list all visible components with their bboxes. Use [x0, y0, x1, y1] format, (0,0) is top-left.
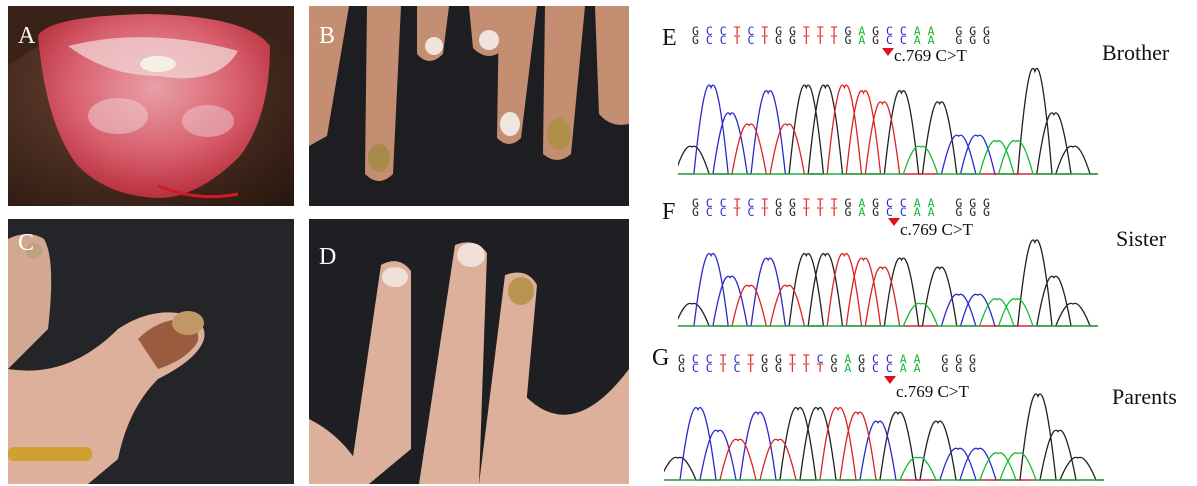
- sequence-panel-g: G G C C T C T G G T T C G A G C C A A G …: [652, 342, 1197, 486]
- trace-c: [678, 253, 1098, 327]
- trace-g: [678, 239, 1098, 327]
- trace-a: [664, 452, 1104, 481]
- panel-label-b: B: [319, 23, 336, 49]
- panel-label-g: G: [652, 345, 670, 371]
- panel-label-f: F: [662, 199, 676, 225]
- sequence-row-g2: G C C T C T G G T T T G A G C C A A G G …: [678, 361, 983, 375]
- trace-a: [678, 140, 1098, 175]
- photo-fingers: D: [309, 219, 629, 484]
- chromatogram-g: [664, 393, 1104, 481]
- chromatogram-e: [678, 67, 1098, 175]
- trace-t: [664, 407, 1104, 481]
- sequence-row-f1: G C C T C T G G T T T G A G C C A A G G …: [692, 196, 997, 210]
- sequence-row-f2: G C C T C T G G T T T G A G C C A A G G …: [692, 205, 997, 219]
- mutation-arrow-icon: [884, 376, 896, 384]
- trace-g: [664, 393, 1104, 481]
- mutation-label-e: c.769 C>T: [894, 46, 967, 65]
- panel-label-a: A: [18, 23, 36, 49]
- panel-label-d: D: [319, 244, 337, 270]
- mutation-arrow-icon: [882, 48, 894, 56]
- sequence-panel-f: F G C C T C T G G T T T G A G C C A A G …: [660, 190, 1197, 340]
- photo-fingernails: B: [309, 6, 629, 206]
- relation-label-parents: Parents: [1112, 384, 1177, 409]
- chromatogram-f: [678, 239, 1098, 327]
- trace-t: [678, 84, 1098, 175]
- sequence-row-e1: G C C T C T G G T T T G A G C C A A G G …: [692, 24, 997, 38]
- sequence-row-e2: G C C T C T G G T T T G A G C C A A G G …: [692, 33, 997, 47]
- trace-c: [664, 407, 1104, 481]
- photo-tongue: A: [8, 6, 294, 206]
- mutation-label-f: c.769 C>T: [900, 220, 973, 239]
- trace-c: [678, 84, 1098, 175]
- mutation-arrow-icon: [888, 218, 900, 226]
- relation-label-sister: Sister: [1116, 226, 1167, 251]
- trace-t: [678, 253, 1098, 327]
- photo-thumb: C: [8, 219, 294, 484]
- panel-label-e: E: [662, 25, 677, 51]
- panel-label-c: C: [18, 230, 35, 256]
- mutation-label-g: c.769 C>T: [896, 382, 969, 401]
- sequence-row-g1: G C C T C T G G T T C G A G C C A A G G …: [678, 352, 983, 366]
- trace-a: [678, 298, 1098, 327]
- trace-g: [678, 67, 1098, 175]
- relation-label-brother: Brother: [1102, 40, 1170, 65]
- sequence-panel-e: E G C C T C T G G T T T G A G C C A A G …: [660, 0, 1197, 180]
